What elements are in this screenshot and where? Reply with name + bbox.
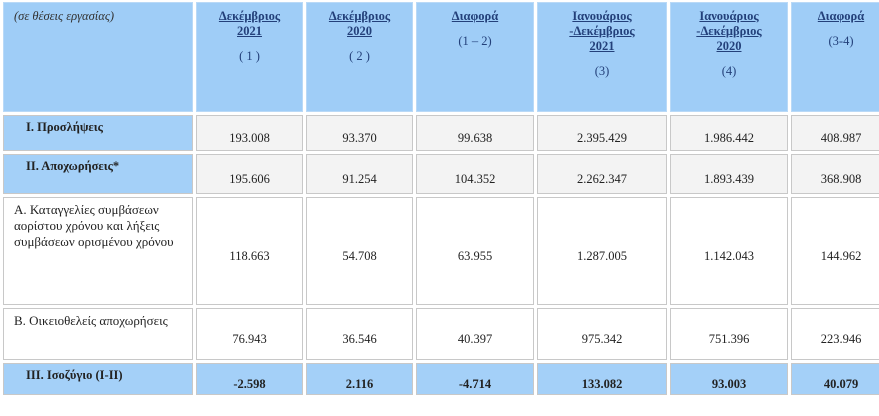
table-row: ΙΙΙ. Ισοζύγιο (Ι-ΙΙ) -2.598 2.116 -4.714 133…: [3, 363, 879, 395]
value-cell: 93.370: [306, 115, 413, 151]
table-body: Ι. Προσλήψεις 193.008 93.370 99.638 2.395.42…: [3, 115, 879, 395]
row-label: Β. Οικειοθελείς αποχωρήσεις: [3, 308, 193, 360]
column-note: ( 2 ): [349, 49, 370, 63]
value-cell: 99.638: [416, 115, 534, 151]
column-header: Ιανουάριος -Δεκέμβριος 2021 (3): [537, 2, 667, 112]
column-title: Διαφορά: [817, 9, 865, 23]
data-table: (σε θέσεις εργασίας) Δεκέμβριος 2021( 1 )…: [3, 2, 879, 395]
value-cell: 1.142.043: [670, 197, 788, 305]
row-label: ΙΙ. Αποχωρήσεις*: [3, 154, 193, 194]
header-row: (σε θέσεις εργασίας) Δεκέμβριος 2021( 1 )…: [3, 2, 879, 112]
value-cell: 133.082: [537, 363, 667, 395]
column-title: Ιανουάριος: [572, 9, 632, 23]
value-cell: 751.396: [670, 308, 788, 360]
column-title: -Δεκέμβριος: [696, 24, 762, 38]
column-title: Δεκέμβριος: [328, 9, 391, 23]
table-row: Α. Καταγγελίες συμβάσεων αορίστου χρόνου…: [3, 197, 879, 305]
value-cell: 40.397: [416, 308, 534, 360]
column-title: 2020: [716, 39, 742, 53]
value-cell: 2.395.429: [537, 115, 667, 151]
column-note: (1 – 2): [458, 34, 492, 48]
value-cell: 368.908: [791, 154, 879, 194]
value-cell: 1.287.005: [537, 197, 667, 305]
column-title: 2020: [347, 24, 372, 38]
value-cell: -4.714: [416, 363, 534, 395]
table-row: ΙΙ. Αποχωρήσεις* 195.606 91.254 104.352 2.26…: [3, 154, 879, 194]
row-label: Α. Καταγγελίες συμβάσεων αορίστου χρόνου…: [3, 197, 193, 305]
value-cell: 76.943: [196, 308, 303, 360]
column-header: Διαφορά (3-4): [791, 2, 879, 112]
column-header: Διαφορά (1 – 2): [416, 2, 534, 112]
value-cell: 118.663: [196, 197, 303, 305]
column-title: Δεκέμβριος: [218, 9, 281, 23]
value-cell: 36.546: [306, 308, 413, 360]
corner-cell: (σε θέσεις εργασίας): [3, 2, 193, 112]
value-cell: 104.352: [416, 154, 534, 194]
column-note: (4): [721, 64, 737, 78]
value-cell: 975.342: [537, 308, 667, 360]
column-title: Ιανουάριος: [699, 9, 759, 23]
value-cell: 63.955: [416, 197, 534, 305]
value-cell: 40.079: [791, 363, 879, 395]
value-cell: 144.962: [791, 197, 879, 305]
value-cell: 1.893.439: [670, 154, 788, 194]
row-label: Ι. Προσλήψεις: [3, 115, 193, 151]
value-cell: 2.262.347: [537, 154, 667, 194]
column-note: ( 1 ): [239, 49, 260, 63]
value-cell: 91.254: [306, 154, 413, 194]
value-cell: -2.598: [196, 363, 303, 395]
table-row: Ι. Προσλήψεις 193.008 93.370 99.638 2.395.42…: [3, 115, 879, 151]
value-cell: 54.708: [306, 197, 413, 305]
value-cell: 195.606: [196, 154, 303, 194]
column-title: Διαφορά: [451, 9, 499, 23]
column-title: 2021: [589, 39, 615, 53]
value-cell: 93.003: [670, 363, 788, 395]
column-header: Ιανουάριος -Δεκέμβριος 2020 (4): [670, 2, 788, 112]
column-title: -Δεκέμβριος: [569, 24, 635, 38]
column-header: Δεκέμβριος 2020 ( 2 ): [306, 2, 413, 112]
column-title: 2021: [237, 24, 262, 38]
value-cell: 193.008: [196, 115, 303, 151]
value-cell: 408.987: [791, 115, 879, 151]
value-cell: 1.986.442: [670, 115, 788, 151]
value-cell: 223.946: [791, 308, 879, 360]
column-note: (3): [594, 64, 610, 78]
column-header: Δεκέμβριος 2021 ( 1 ): [196, 2, 303, 112]
value-cell: 2.116: [306, 363, 413, 395]
table-row: Β. Οικειοθελείς αποχωρήσεις 76.943 36.546 4…: [3, 308, 879, 360]
row-label: ΙΙΙ. Ισοζύγιο (Ι-ΙΙ): [3, 363, 193, 395]
column-note: (3-4): [828, 34, 854, 48]
